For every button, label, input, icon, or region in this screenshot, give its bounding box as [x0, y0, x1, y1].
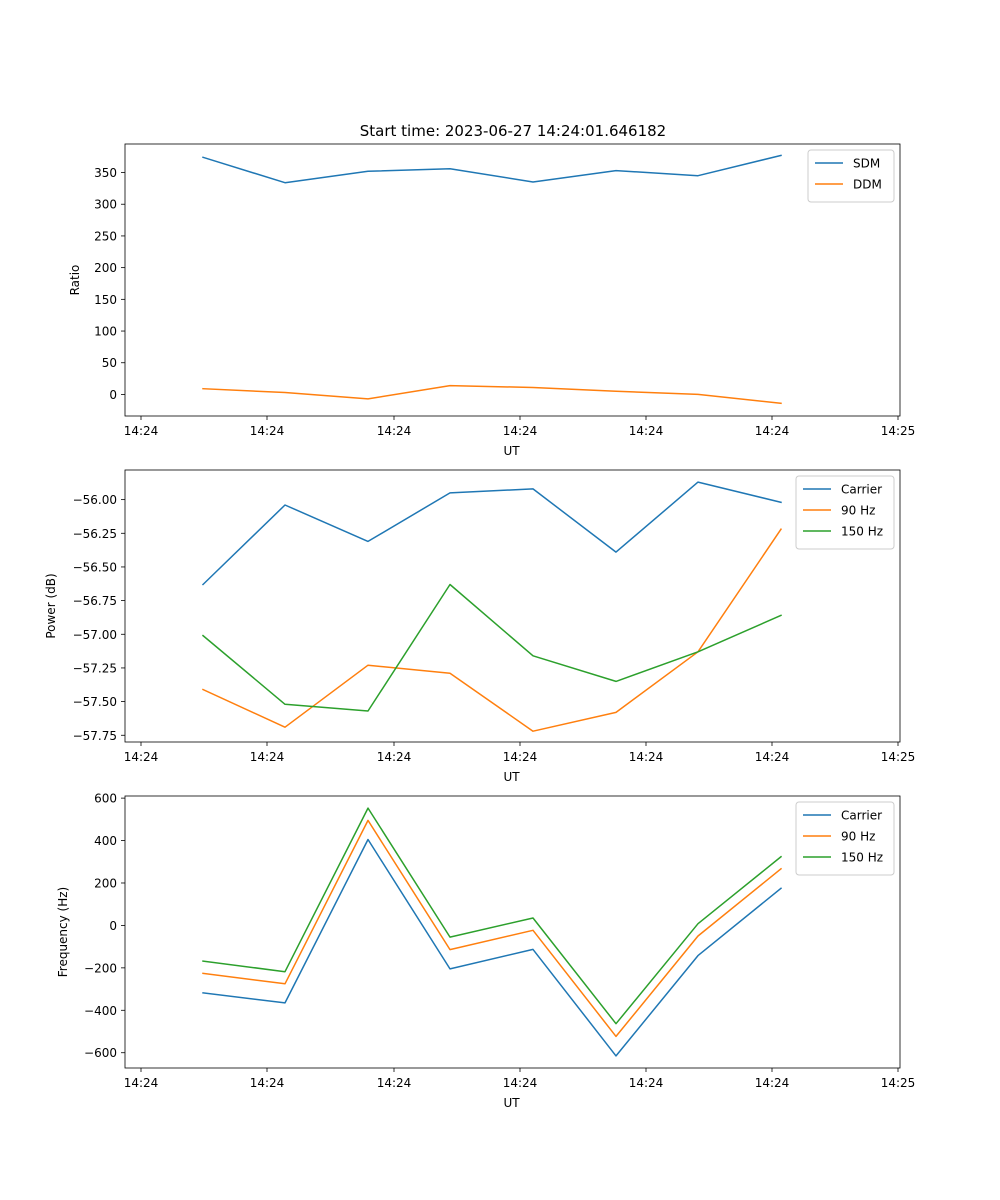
y-tick-label: 350: [94, 166, 117, 180]
x-tick-label: 14:25: [881, 750, 916, 764]
series-line-90-hz: [202, 528, 783, 732]
series-line-90-hz: [202, 819, 783, 1038]
legend-label: DDM: [853, 178, 882, 192]
y-tick-label: 400: [94, 834, 117, 848]
legend-label: 90 Hz: [841, 504, 875, 518]
y-tick-label: −56.75: [73, 594, 117, 608]
panel-2: 14:24 14:24 14:24 14:24 14:24 14:24 14:25 −56.0…: [44, 469, 916, 784]
y-tick-label: 0: [109, 919, 117, 933]
y-tick-label: 300: [94, 198, 117, 212]
x-tick-label: 14:24: [250, 424, 285, 438]
series-line-150-hz: [202, 807, 783, 1025]
x-tick-label: 14:24: [629, 1076, 664, 1090]
series-line-ddm: [202, 384, 782, 405]
y-tick-label: 0: [109, 388, 117, 402]
legend-label: Carrier: [841, 483, 882, 497]
x-tick-label: 14:24: [124, 424, 159, 438]
axes-frame: [124, 143, 901, 417]
legend-label: 90 Hz: [841, 830, 875, 844]
legend: Carrier 90 Hz 150 Hz: [795, 801, 895, 876]
y-tick-label: 200: [94, 261, 117, 275]
series-line-carrier: [201, 481, 782, 586]
y-tick-label: 600: [94, 792, 117, 806]
x-tick-label: 14:25: [881, 424, 916, 438]
y-tick-label: −600: [84, 1046, 117, 1060]
legend-box: [807, 149, 895, 203]
x-tick-label: 14:24: [503, 750, 538, 764]
y-tick-label: −400: [84, 1004, 117, 1018]
x-tick-label: 14:24: [755, 424, 790, 438]
figure-title: Start time: 2023-06-27 14:24:01.646182: [360, 122, 666, 140]
series-line-sdm: [202, 154, 782, 184]
y-axis-label: Frequency (Hz): [56, 887, 70, 978]
x-tick-label: 14:24: [503, 424, 538, 438]
x-axis-label: UT: [503, 444, 520, 458]
x-tick-label: 14:24: [250, 750, 285, 764]
y-tick-label: −56.25: [73, 527, 117, 541]
y-tick-label: 50: [102, 356, 117, 370]
x-axis-label: UT: [503, 1096, 520, 1110]
x-tick-label: 14:25: [881, 1076, 916, 1090]
y-axis-label: Ratio: [68, 265, 82, 296]
panel-1: 14:24 14:24 14:24 14:24 14:24 14:24 14:25 0 50 10…: [68, 143, 916, 458]
axes-frame: [124, 469, 901, 743]
series-line-carrier: [202, 838, 783, 1057]
y-tick-label: −57.50: [73, 695, 117, 709]
y-tick-label: 200: [94, 876, 117, 890]
y-tick-label: −57.75: [73, 729, 117, 743]
x-tick-label: 14:24: [377, 424, 412, 438]
y-axis-label: Power (dB): [44, 573, 58, 638]
legend-label: 150 Hz: [841, 525, 883, 539]
legend: Carrier 90 Hz 150 Hz: [795, 475, 895, 550]
x-tick-label: 14:24: [629, 750, 664, 764]
x-tick-label: 14:24: [503, 1076, 538, 1090]
y-tick-label: −57.25: [73, 661, 117, 675]
x-tick-label: 14:24: [629, 424, 664, 438]
legend-label: Carrier: [841, 809, 882, 823]
x-tick-label: 14:24: [124, 750, 159, 764]
series-line-150-hz: [201, 583, 782, 712]
y-tick-label: 250: [94, 229, 117, 243]
axes-frame: [124, 795, 901, 1069]
legend: SDM DDM: [807, 149, 895, 203]
y-tick-label: −56.00: [73, 493, 117, 507]
x-tick-label: 14:24: [250, 1076, 285, 1090]
y-tick-label: 150: [94, 293, 117, 307]
x-tick-label: 14:24: [755, 750, 790, 764]
y-tick-label: −57.00: [73, 628, 117, 642]
y-tick-label: −200: [84, 961, 117, 975]
panels: 14:24 14:24 14:24 14:24 14:24 14:24 14:25 0 50 10…: [44, 143, 916, 1110]
x-tick-label: 14:24: [377, 750, 412, 764]
legend-label: SDM: [853, 157, 880, 171]
x-tick-label: 14:24: [124, 1076, 159, 1090]
panel-3: 14:24 14:24 14:24 14:24 14:24 14:24 14:25 −600 −…: [56, 792, 915, 1110]
x-tick-label: 14:24: [377, 1076, 412, 1090]
x-tick-label: 14:24: [755, 1076, 790, 1090]
x-axis-label: UT: [503, 770, 520, 784]
y-tick-label: −56.50: [73, 560, 117, 574]
y-tick-label: 100: [94, 325, 117, 339]
legend-label: 150 Hz: [841, 851, 883, 865]
